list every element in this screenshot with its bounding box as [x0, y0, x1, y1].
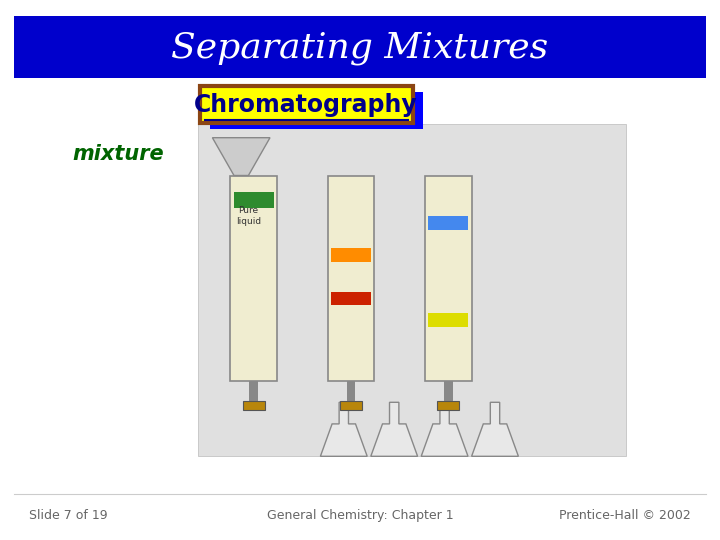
PathPatch shape: [212, 138, 270, 176]
Bar: [341, 401, 362, 410]
Bar: [428, 313, 468, 327]
Bar: [444, 381, 452, 402]
PathPatch shape: [472, 402, 518, 456]
Bar: [331, 248, 371, 262]
Bar: [425, 176, 472, 381]
Text: General Chemistry: Chapter 1: General Chemistry: Chapter 1: [266, 509, 454, 522]
Text: Pure
liquid: Pure liquid: [236, 206, 261, 226]
PathPatch shape: [320, 402, 367, 456]
Bar: [14, 16, 706, 78]
Text: Chromatography: Chromatography: [194, 93, 418, 117]
Bar: [210, 92, 423, 129]
Bar: [428, 216, 468, 229]
Bar: [438, 401, 459, 410]
Bar: [200, 86, 413, 123]
Text: mixture: mixture: [72, 144, 163, 164]
Bar: [234, 192, 274, 208]
PathPatch shape: [421, 402, 468, 456]
Bar: [328, 176, 374, 381]
Text: Slide 7 of 19: Slide 7 of 19: [29, 509, 107, 522]
Text: Prentice-Hall © 2002: Prentice-Hall © 2002: [559, 509, 691, 522]
Bar: [198, 124, 626, 456]
Bar: [230, 176, 277, 381]
Bar: [250, 381, 258, 402]
Bar: [347, 381, 356, 402]
Bar: [331, 292, 371, 305]
Bar: [243, 401, 265, 410]
PathPatch shape: [371, 402, 418, 456]
Text: Separating Mixtures: Separating Mixtures: [171, 31, 549, 64]
